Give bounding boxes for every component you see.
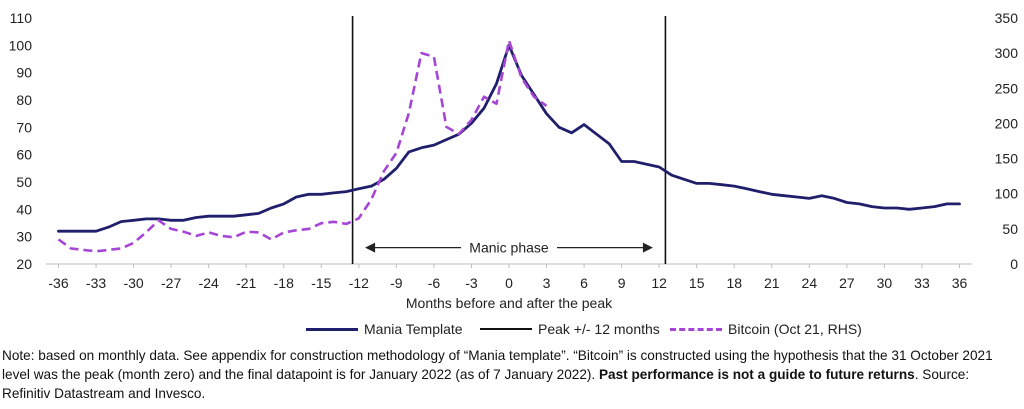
x-tick-label: -24 (199, 275, 219, 291)
y-left-tick-label: 90 (16, 65, 32, 81)
y-left-tick-label: 100 (9, 37, 33, 53)
x-tick-label: -33 (86, 275, 106, 291)
y-right-tick-label: 100 (995, 186, 1019, 202)
y-left-tick-label: 110 (10, 10, 33, 26)
legend-swatch-mania (306, 327, 358, 331)
y-left-tick-label: 50 (16, 174, 32, 190)
x-tick-label: 21 (764, 275, 780, 291)
x-tick-label: -6 (428, 275, 441, 291)
legend-label-peak: Peak +/- 12 months (538, 321, 660, 337)
footnote-disclaimer: Past performance is not a guide to futur… (598, 367, 915, 382)
x-tick-label: -27 (161, 275, 181, 291)
y-left-tick-label: 30 (16, 229, 32, 245)
y-right-tick-label: 300 (995, 45, 1019, 61)
x-tick-label: -18 (274, 275, 294, 291)
annotation-label: Manic phase (469, 240, 549, 256)
x-axis-title: Months before and after the peak (406, 295, 613, 311)
y-right-tick-label: 0 (1010, 256, 1018, 272)
x-tick-label: -12 (349, 275, 369, 291)
y-left-tick-label: 70 (16, 119, 32, 135)
footnote: Note: based on monthly data. See appendi… (2, 346, 1020, 403)
series-line-mania-template (57, 43, 961, 233)
legend-swatch-peak (480, 328, 532, 330)
x-tick-label: 9 (618, 275, 626, 291)
x-tick-label: 3 (543, 275, 551, 291)
legend-swatch-bitcoin (670, 327, 722, 331)
x-tick-label: -30 (123, 275, 143, 291)
y-right-tick-label: 150 (995, 151, 1019, 167)
legend-item-peak: Peak +/- 12 months (480, 318, 660, 340)
y-left-tick-label: 40 (16, 201, 32, 217)
x-tick-label: -21 (236, 275, 256, 291)
x-tick-label: -3 (465, 275, 478, 291)
annotation-arrowhead-left (365, 242, 376, 253)
x-tick-label: 6 (580, 275, 588, 291)
footnote-source: . Source: Refinitiv Datastream and Inves… (2, 367, 970, 401)
y-left-tick-label: 60 (16, 147, 32, 163)
annotation-arrowhead-right (642, 242, 653, 253)
x-tick-label: 36 (952, 275, 968, 291)
chart-area: 20 30 40 50 60 70 80 90 100 110 0 50 100 150 200 250 300… (9, 10, 1019, 311)
x-tick-label: 33 (914, 275, 930, 291)
legend: Mania Template Peak +/- 12 months Bitcoi… (0, 318, 1024, 340)
y-left-tick-label: 80 (16, 92, 32, 108)
y-right-tick-label: 200 (995, 115, 1019, 131)
x-tick-label: 15 (689, 275, 705, 291)
y-right-tick-label: 50 (1002, 221, 1018, 237)
y-right-tick-label: 350 (995, 10, 1019, 26)
x-tick-label: 30 (877, 275, 893, 291)
series-line-bitcoin (57, 39, 548, 253)
x-tick-label: 18 (726, 275, 742, 291)
x-tick-label: -36 (48, 275, 68, 291)
x-tick-label: 0 (505, 275, 513, 291)
x-tick-label: -15 (311, 275, 331, 291)
y-left-tick-label: 20 (16, 256, 32, 272)
footnote-text: Note: based on monthly data. See appendi… (2, 348, 993, 382)
legend-item-bitcoin: Bitcoin (Oct 21, RHS) (670, 318, 862, 340)
x-tick-label: 24 (802, 275, 818, 291)
y-right-tick-label: 250 (995, 80, 1019, 96)
x-tick-label: 12 (651, 275, 667, 291)
legend-label-mania: Mania Template (364, 321, 463, 337)
legend-item-mania: Mania Template (306, 318, 463, 340)
line-chart: 2030405060708090100110050100150200250300… (9, 10, 1019, 311)
x-tick-label: 27 (839, 275, 855, 291)
x-tick-label: -9 (390, 275, 403, 291)
legend-label-bitcoin: Bitcoin (Oct 21, RHS) (728, 321, 862, 337)
